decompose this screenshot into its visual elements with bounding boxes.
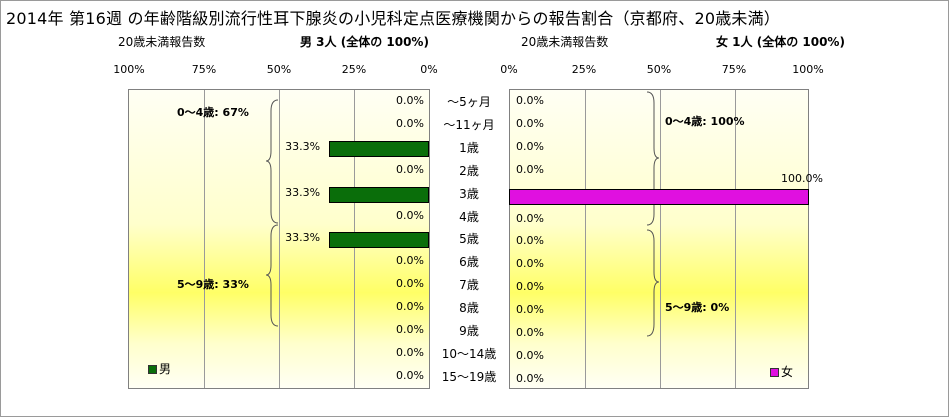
male-legend: 男: [148, 360, 171, 377]
left-x-tick: 50%: [266, 63, 292, 76]
right-group-annotation-0-4: 0～4歳: 100%: [665, 115, 745, 128]
right-x-tick: 75%: [721, 63, 747, 76]
gridline: [660, 90, 661, 388]
gridline: [585, 90, 586, 388]
right-group-annotation-5-9: 5～9歳: 0%: [665, 301, 730, 314]
right-x-tick: 100%: [792, 63, 824, 76]
male-data-label: 33.3%: [285, 231, 321, 245]
category-label: 7歳: [459, 278, 479, 293]
female-data-label: 0.0%: [516, 162, 544, 176]
gridline: [279, 90, 280, 388]
category-label: 3歳: [459, 186, 479, 201]
male-data-label: 33.3%: [285, 185, 321, 199]
male-data-label: 0.0%: [396, 277, 424, 291]
female-data-label: 0.0%: [516, 348, 544, 362]
male-data-label: 0.0%: [396, 345, 424, 359]
female-data-label: 0.0%: [516, 116, 544, 130]
male-data-label: 0.0%: [396, 94, 424, 107]
right-x-tick: 0%: [500, 63, 518, 76]
category-label: ～5ヶ月: [447, 95, 491, 109]
category-label: 6歳: [459, 255, 479, 270]
female-data-label: 0.0%: [516, 211, 544, 225]
male-bar: [329, 186, 429, 203]
female-bar: [509, 188, 809, 205]
left-x-tick: 25%: [341, 63, 367, 76]
left-summary: 男 3人 (全体の 100%): [300, 35, 429, 49]
female-data-label: 0.0%: [516, 326, 544, 339]
right-brace-5-9: [646, 229, 660, 337]
gridline: [735, 90, 736, 388]
female-data-label: 100.0%: [781, 171, 823, 185]
right-brace-0-4: [646, 91, 660, 226]
gridline: [204, 90, 205, 388]
male-data-label: 0.0%: [396, 254, 424, 268]
chart-title: 2014年 第16週 の年齢階級別流行性耳下腺炎の小児科定点医療機関からの報告割…: [6, 9, 781, 28]
category-label: 15～19歳: [441, 369, 497, 384]
category-label: ～11ヶ月: [443, 117, 495, 132]
left-x-tick: 0%: [420, 63, 438, 76]
category-label: 4歳: [459, 209, 479, 224]
female-data-label: 0.0%: [516, 371, 544, 385]
male-data-label: 0.0%: [396, 208, 424, 222]
female-data-label: 0.0%: [516, 303, 544, 317]
female-data-label: 0.0%: [516, 139, 544, 153]
left-x-tick: 100%: [113, 63, 145, 76]
left-count-label: 20歳未満報告数: [118, 35, 206, 49]
category-label: 1歳: [459, 140, 479, 155]
female-data-label: 0.0%: [516, 257, 544, 271]
male-data-label: 0.0%: [396, 300, 424, 314]
left-x-tick: 75%: [191, 63, 217, 76]
right-summary: 女 1人 (全体の 100%): [716, 35, 845, 49]
category-label: 5歳: [459, 232, 479, 247]
category-label: 9歳: [459, 324, 479, 338]
left-brace-0-4: [265, 99, 279, 224]
female-legend: 女: [770, 363, 793, 380]
right-x-tick: 25%: [571, 63, 597, 76]
male-bar: [329, 140, 429, 157]
male-data-label: 0.0%: [396, 162, 424, 176]
female-data-label: 0.0%: [516, 280, 544, 294]
female-legend-label: 女: [781, 365, 794, 379]
male-data-label: 0.0%: [396, 368, 424, 382]
female-legend-swatch: [770, 368, 779, 377]
category-label: 2歳: [459, 163, 479, 178]
female-data-label: 0.0%: [516, 234, 544, 248]
left-group-annotation-0-4: 0～4歳: 67%: [177, 106, 249, 119]
right-x-tick: 50%: [646, 63, 672, 76]
male-legend-swatch: [148, 365, 157, 374]
male-bar: [329, 232, 429, 249]
male-legend-label: 男: [159, 362, 172, 376]
left-group-annotation-5-9: 5～9歳: 33%: [177, 278, 249, 291]
left-brace-5-9: [265, 224, 279, 327]
male-data-label: 33.3%: [285, 139, 321, 153]
male-data-label: 0.0%: [396, 116, 424, 130]
category-label: 10～14歳: [441, 346, 497, 361]
male-data-label: 0.0%: [396, 323, 424, 336]
category-label: 8歳: [459, 301, 479, 316]
right-count-label: 20歳未満報告数: [521, 35, 609, 49]
female-plot-area: [509, 89, 809, 389]
female-data-label: 0.0%: [516, 94, 544, 107]
